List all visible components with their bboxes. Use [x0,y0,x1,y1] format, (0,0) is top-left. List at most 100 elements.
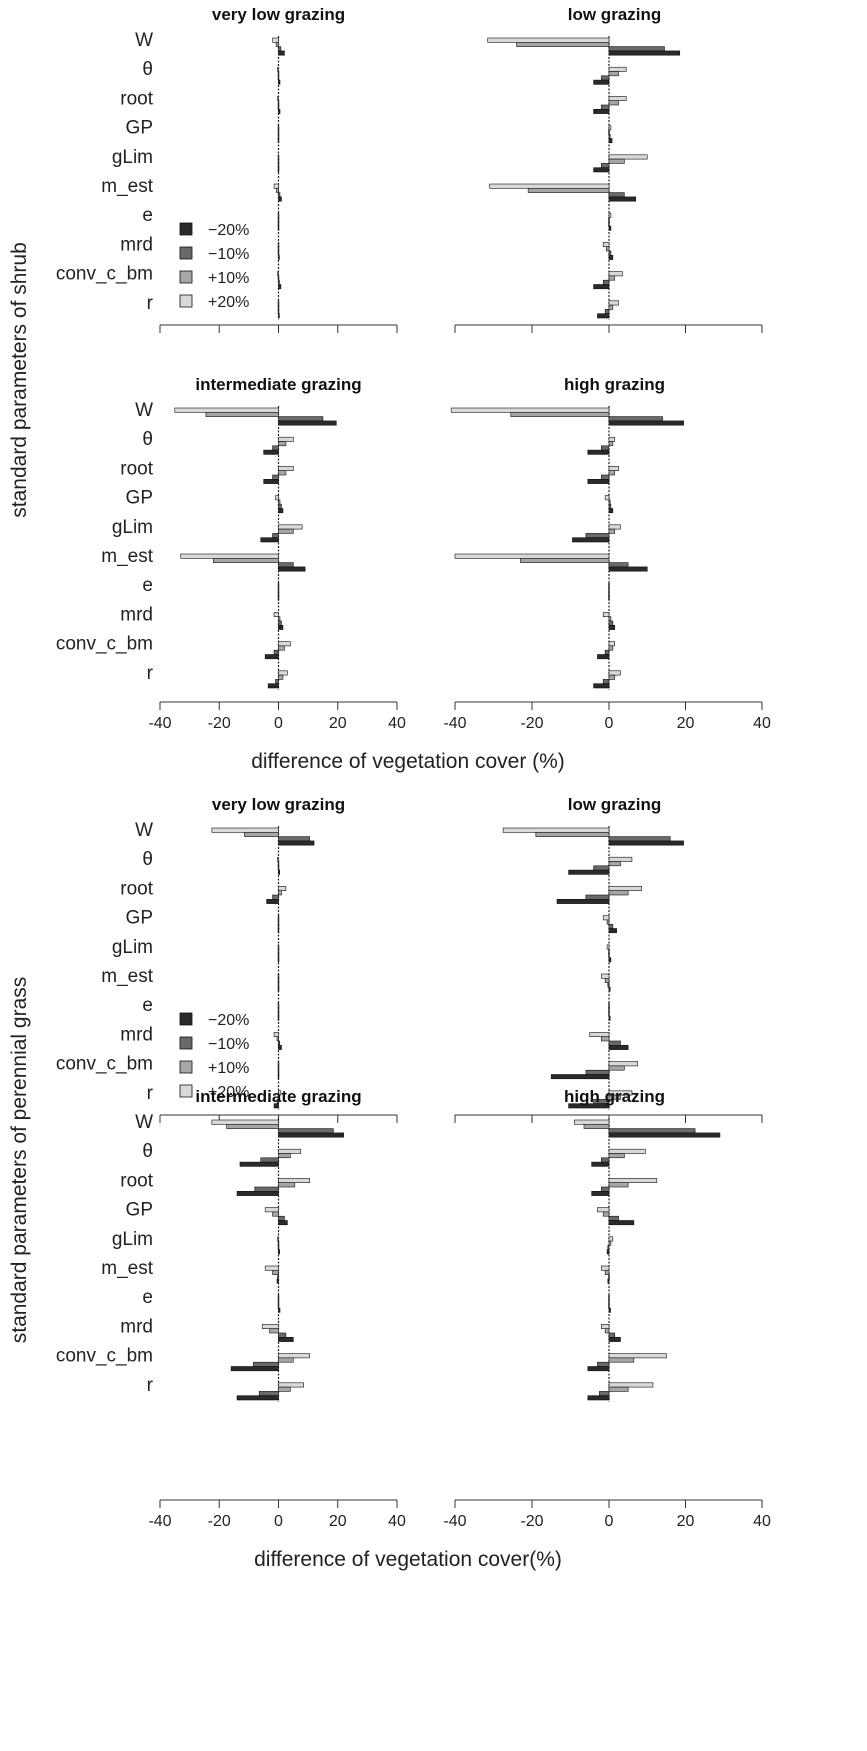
bar [608,562,629,568]
bar [272,894,279,900]
bar [277,982,280,988]
bar [276,188,279,193]
bar [277,125,280,131]
bar [277,1011,280,1017]
bar [278,1382,304,1388]
legend-label: −10% [208,1036,249,1053]
bar [277,973,280,979]
bar [597,654,610,660]
category-label: θ [142,849,153,870]
category-label: mrd [120,1316,153,1337]
bar [277,100,280,106]
bar [608,1128,696,1134]
bar [608,1178,658,1184]
bar [278,1332,287,1338]
bar [277,246,280,252]
bar [608,670,621,676]
bar [608,217,610,223]
bar [278,1182,296,1188]
bar [277,1236,279,1242]
category-label: r [147,663,154,684]
bar [226,1124,279,1129]
bar [600,163,610,168]
category-label: mrd [120,1024,153,1045]
bar [273,1032,279,1038]
category-label: θ [142,429,153,450]
bar [277,158,280,164]
bar [254,1186,279,1192]
bar [278,566,306,572]
panel-low-grazing: low grazing [454,5,763,333]
panel-high-grazing: high grazing -40 -20 0 20 40 [443,1087,771,1530]
bar [520,557,610,563]
bar [277,595,280,601]
bar [244,831,279,837]
bar [272,37,279,43]
bar [568,869,610,875]
category-label: m_est [101,1258,153,1279]
bar [516,41,610,47]
bar [608,1215,619,1221]
bar [608,503,612,509]
x-axis: -40 -20 0 20 40 [443,701,771,732]
bar [211,1119,279,1125]
bar [277,163,280,168]
category-label: GP [126,118,153,139]
bar [608,1220,635,1226]
x-tick-label: -20 [520,715,543,732]
bar [556,898,610,904]
bar [277,1245,280,1251]
category-label: r [147,1375,154,1396]
bar [278,616,281,622]
bar [608,499,611,505]
bar [277,587,280,593]
bar [277,1002,280,1008]
bar [277,1007,280,1013]
bar [264,654,279,660]
bar [608,125,612,131]
category-label: W [135,30,153,51]
bar [602,915,610,921]
bar [608,1065,625,1071]
bar [277,1299,280,1305]
panel-title: low grazing [568,5,662,24]
bar [606,944,610,950]
bar [277,1061,280,1067]
bar [608,470,616,476]
bar [278,670,288,676]
bar [258,1391,279,1397]
bar [277,953,280,959]
bar [585,1069,610,1075]
category-label: root [120,88,153,109]
bar [572,537,610,543]
bar [608,436,616,442]
bar [608,1132,721,1138]
bar [608,1040,621,1046]
bar [608,1061,638,1067]
x-tick-label: 20 [677,1513,695,1530]
bar [278,1337,294,1342]
category-label: gLim [112,147,153,168]
category-label: root [120,1170,153,1191]
bar [608,129,610,135]
bar [272,445,279,451]
bar [278,562,294,568]
category-label: e [142,575,153,596]
x-axis: -40 -20 0 20 40 [443,1499,771,1530]
bar [277,250,280,256]
bar [278,192,281,198]
category-label: gLim [112,517,153,538]
category-label: W [135,1112,153,1133]
bar [606,919,610,925]
bar [604,1328,610,1334]
bar [278,890,282,896]
bar [608,71,619,77]
bar [278,620,282,626]
bar [278,1215,285,1221]
bar [278,1045,282,1050]
bar [266,898,279,904]
category-label: m_est [101,546,153,567]
bar [608,275,616,281]
bar [277,919,280,925]
